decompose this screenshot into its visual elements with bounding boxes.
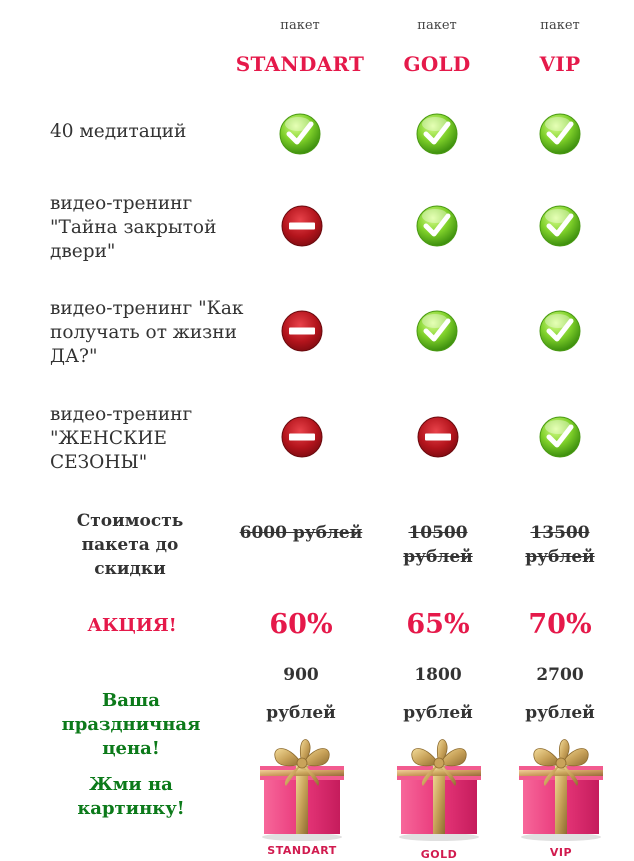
discount-gold: 65% (406, 609, 470, 640)
feature-label-women-seasons: видео-тренинг "ЖЕНСКИЕ СЕЗОНЫ" (50, 404, 193, 473)
holiday-price-label: Ваша праздничная цена! (61, 690, 201, 759)
gift-label-gold: GOLD (420, 848, 458, 861)
price-amount: 900 (283, 665, 319, 685)
original-price-gold: 10500 рублей (403, 523, 473, 567)
check-icon (414, 111, 460, 157)
no-entry-icon (279, 414, 325, 460)
packet-label-gold: пакет (417, 18, 457, 33)
holiday-price-gold: 1800 рублей (373, 656, 503, 732)
discount-vip: 70% (528, 609, 592, 640)
discount-standart: 60% (269, 609, 333, 640)
package-name-standart: STANDART (235, 52, 365, 76)
gift-button-vip[interactable]: VIP (511, 732, 611, 859)
action-label: АКЦИЯ! (87, 615, 177, 636)
package-name-gold: GOLD (403, 52, 471, 76)
check-icon (537, 308, 583, 354)
gift-box-icon (389, 732, 489, 842)
gift-label-standart: STANDART (267, 844, 337, 857)
check-icon (414, 308, 460, 354)
check-icon (537, 203, 583, 249)
gift-box-icon (252, 732, 352, 842)
holiday-price-standart: 900 рублей (236, 656, 366, 732)
price-amount: 1800 (414, 665, 462, 685)
cta-label: Жми на картинку! (77, 774, 185, 819)
gift-button-gold[interactable]: GOLD (389, 732, 489, 861)
no-entry-icon (279, 203, 325, 249)
original-price-standart: 6000 рублей (239, 523, 363, 543)
packet-label-standart: пакет (280, 18, 320, 33)
check-icon (537, 111, 583, 157)
no-entry-icon (415, 414, 461, 460)
packet-label-vip: пакет (540, 18, 580, 33)
price-currency: рублей (525, 703, 595, 723)
price-currency: рублей (403, 703, 473, 723)
check-icon (414, 203, 460, 249)
gift-box-icon (511, 732, 611, 842)
holiday-price-vip: 2700 рублей (495, 656, 625, 732)
feature-label-life-yes: видео-тренинг "Как получать от жизни ДА?… (50, 298, 244, 367)
feature-label-meditations: 40 медитаций (50, 121, 187, 142)
feature-label-closed-door: видео-тренинг "Тайна закрытой двери" (50, 193, 217, 262)
price-amount: 2700 (536, 665, 584, 685)
check-icon (537, 414, 583, 460)
original-price-vip: 13500 рублей (525, 523, 595, 567)
package-name-vip: VIP (539, 52, 581, 76)
price-currency: рублей (266, 703, 336, 723)
no-entry-icon (279, 308, 325, 354)
gift-label-vip: VIP (549, 846, 573, 859)
original-price-label: Стоимость пакета до скидки (76, 511, 184, 579)
gift-button-standart[interactable]: STANDART (252, 732, 352, 857)
check-icon (277, 111, 323, 157)
